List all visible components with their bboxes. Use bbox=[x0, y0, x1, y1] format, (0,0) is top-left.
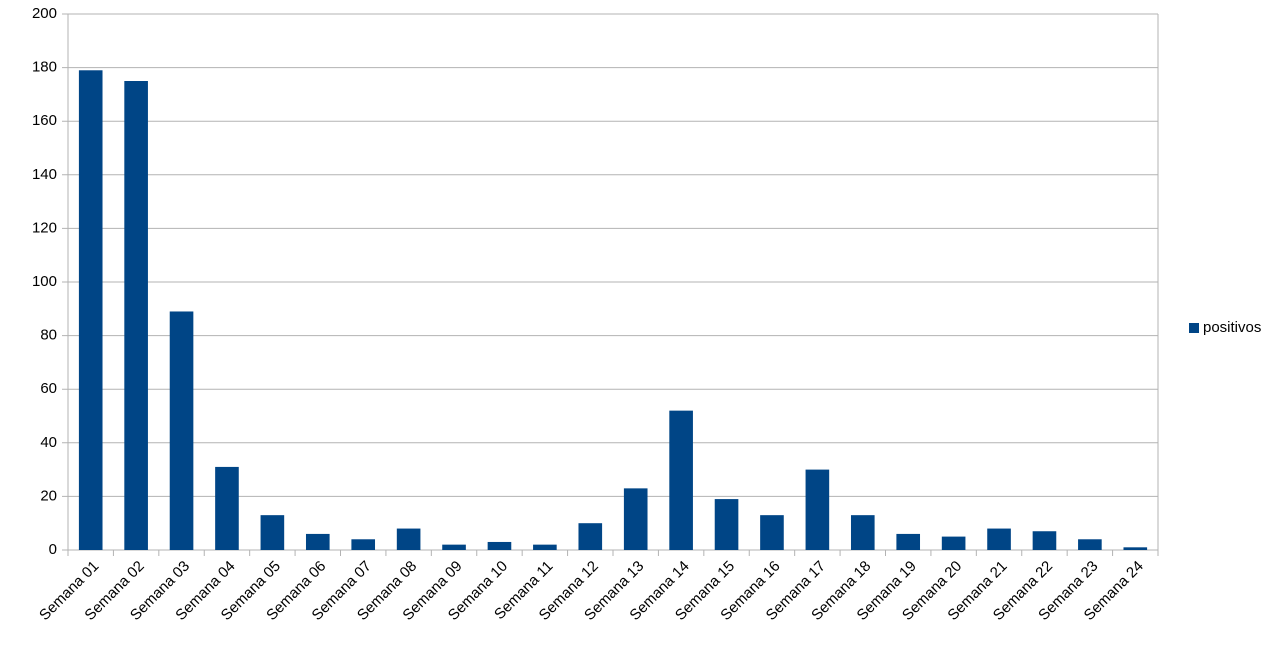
y-tick-label: 120 bbox=[32, 219, 57, 236]
y-tick-label: 20 bbox=[40, 487, 57, 504]
bar bbox=[396, 528, 421, 550]
legend-label: positivos bbox=[1203, 319, 1261, 336]
bar bbox=[305, 533, 330, 550]
y-tick-label: 60 bbox=[40, 380, 57, 397]
bar bbox=[124, 81, 148, 550]
legend-swatch bbox=[1189, 323, 1199, 333]
bar bbox=[351, 539, 376, 550]
y-tick-label: 100 bbox=[32, 273, 57, 290]
bar bbox=[623, 488, 648, 550]
bar bbox=[1123, 547, 1148, 550]
y-tick-label: 40 bbox=[40, 434, 57, 451]
bar bbox=[1078, 539, 1102, 550]
y-tick-label: 80 bbox=[40, 327, 57, 344]
bar bbox=[78, 70, 103, 550]
bar bbox=[169, 311, 194, 550]
bar bbox=[714, 499, 739, 550]
y-tick-label: 200 bbox=[32, 5, 57, 22]
bar bbox=[487, 541, 512, 550]
bar bbox=[805, 469, 830, 550]
bar bbox=[578, 523, 603, 550]
bar bbox=[215, 466, 239, 550]
y-tick-label: 160 bbox=[32, 112, 57, 129]
bar bbox=[669, 410, 693, 550]
bar bbox=[533, 544, 557, 550]
bar bbox=[850, 515, 875, 550]
bar bbox=[260, 515, 285, 550]
y-tick-label: 140 bbox=[32, 166, 57, 183]
bar bbox=[896, 533, 921, 550]
bar bbox=[987, 528, 1011, 550]
y-tick-label: 180 bbox=[32, 59, 57, 76]
y-tick-label: 0 bbox=[49, 541, 57, 558]
bar bbox=[1032, 531, 1057, 550]
bar bbox=[760, 515, 784, 550]
bar bbox=[941, 536, 966, 550]
bar bbox=[442, 544, 466, 550]
